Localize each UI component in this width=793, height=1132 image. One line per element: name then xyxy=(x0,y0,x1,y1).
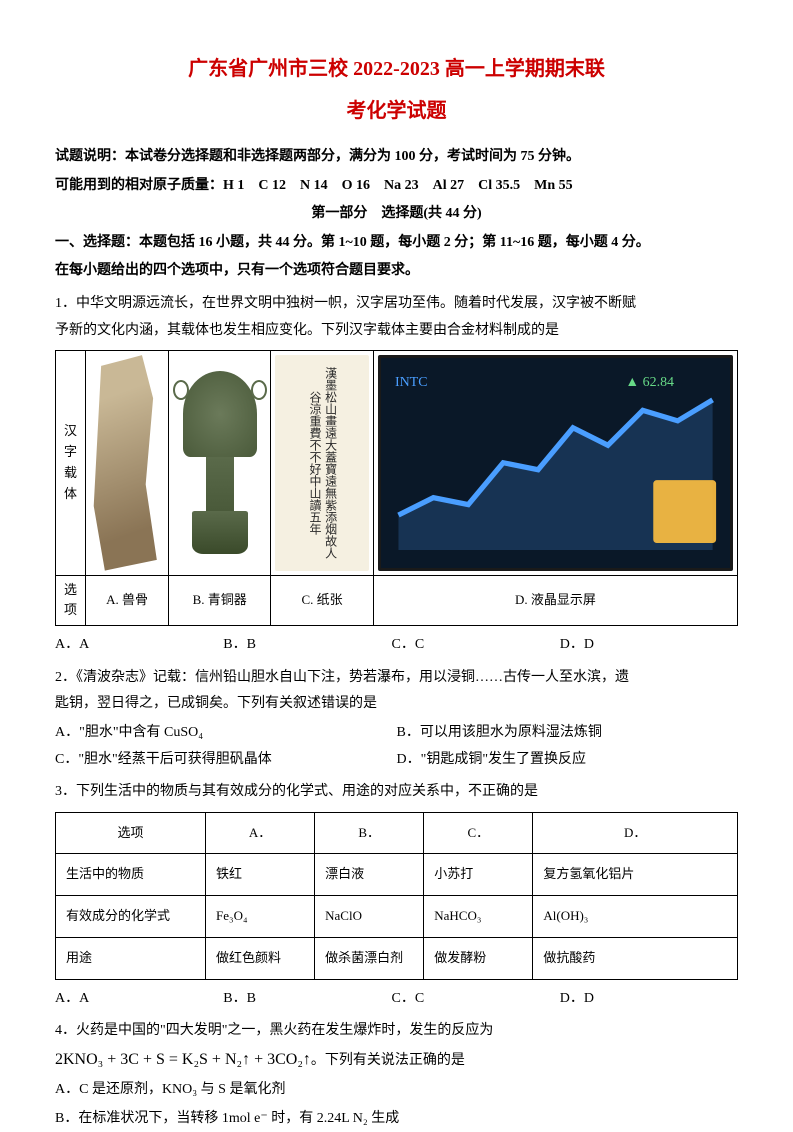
q3-ans-b: B．B xyxy=(223,986,391,1013)
q1-img-lcd: INTC ▲ 62.84 xyxy=(373,351,737,575)
q1-opt-c: C. 纸张 xyxy=(271,575,374,626)
q1-img-bronze xyxy=(169,351,271,575)
q2-opt-a: A．"胆水"中含有 CuSO₄ xyxy=(55,720,397,747)
q2-opt-d: D．"钥匙成铜"发生了置换反应 xyxy=(397,747,739,774)
exam-instruction: 试题说明：本试卷分选择题和非选择题两部分，满分为 100 分，考试时间为 75 … xyxy=(55,144,738,171)
q1-table: 汉字载体 漢墨松山畫遠大蓋寶遠無紫添烟故人谷涼重費不不好中山讀五年 xyxy=(55,350,738,626)
q3-r1a: 铁红 xyxy=(206,854,315,896)
q3-r3b: 做杀菌漂白剂 xyxy=(315,937,424,979)
q3-r1h: 生活中的物质 xyxy=(56,854,206,896)
q1-text-l2: 予新的文化内涵，其载体也发生相应变化。下列汉字载体主要由合金材料制成的是 xyxy=(55,318,738,345)
q3-r1c: 小苏打 xyxy=(424,854,533,896)
q1-answers: A．A B．B C．C D．D xyxy=(55,632,738,659)
q2-options: A．"胆水"中含有 CuSO₄ B．可以用该胆水为原料湿法炼铜 C．"胆水"经蒸… xyxy=(55,720,738,773)
svg-text:INTC: INTC xyxy=(395,375,428,390)
q3-hb: B． xyxy=(315,812,424,854)
q3-h0: 选项 xyxy=(56,812,206,854)
title-line-2: 考化学试题 xyxy=(55,92,738,130)
calligraphy-icon: 漢墨松山畫遠大蓋寶遠無紫添烟故人谷涼重費不不好中山讀五年 xyxy=(275,355,369,570)
q3-r2c: NaHCO₃ xyxy=(424,896,533,938)
q3-text: 3．下列生活中的物质与其有效成分的化学式、用途的对应关系中，不正确的是 xyxy=(55,779,738,806)
q3-hd: D． xyxy=(533,812,738,854)
question-4: 4．火药是中国的"四大发明"之一，黑火药在发生爆炸时，发生的反应为 2KNO₃ … xyxy=(55,1018,738,1132)
part-1-instruction-l2: 在每小题给出的四个选项中，只有一个选项符合题目要求。 xyxy=(55,258,738,285)
title-line-1: 广东省广州市三校 2022-2023 高一上学期期末联 xyxy=(55,50,738,88)
q3-answers: A．A B．B C．C D．D xyxy=(55,986,738,1013)
q3-table: 选项 A． B． C． D． 生活中的物质 铁红 漂白液 小苏打 复方氢氧化铝片… xyxy=(55,812,738,980)
q4-opt-a: A．C 是还原剂，KNO₃ 与 S 是氧化剂 xyxy=(55,1077,738,1104)
q4-eq-suffix: 。下列有关说法正确的是 xyxy=(311,1053,465,1068)
q2-text-l2: 匙钥，翌日得之，已成铜矣。下列有关叙述错误的是 xyxy=(55,691,738,718)
question-1: 1．中华文明源远流长，在世界文明中独树一帜，汉字居功至伟。随着时代发展，汉字被不… xyxy=(55,291,738,659)
bone-icon xyxy=(90,355,164,570)
q1-ans-a: A．A xyxy=(55,632,223,659)
q2-opt-b: B．可以用该胆水为原料湿法炼铜 xyxy=(397,720,739,747)
q1-img-paper: 漢墨松山畫遠大蓋寶遠無紫添烟故人谷涼重費不不好中山讀五年 xyxy=(271,351,374,575)
q3-r2a: Fe₃O₄ xyxy=(206,896,315,938)
q1-row-header-2: 选项 xyxy=(56,575,86,626)
q4-opt-b: B．在标准状况下，当转移 1mol e⁻ 时，有 2.24L N₂ 生成 xyxy=(55,1106,738,1132)
q1-ans-b: B．B xyxy=(223,632,391,659)
q1-opt-b: B. 青铜器 xyxy=(169,575,271,626)
q4-equation: 2KNO₃ + 3C + S = K₂S + N₂↑ + 3CO₂↑。下列有关说… xyxy=(55,1045,738,1075)
q3-r2h: 有效成分的化学式 xyxy=(56,896,206,938)
q4-eq-formula: 2KNO₃ + 3C + S = K₂S + N₂↑ + 3CO₂↑ xyxy=(55,1051,311,1068)
q3-ans-c: C．C xyxy=(392,986,560,1013)
q3-ha: A． xyxy=(206,812,315,854)
svg-text:▲ 62.84: ▲ 62.84 xyxy=(625,375,674,390)
bronze-icon xyxy=(173,355,266,570)
q3-ans-d: D．D xyxy=(560,986,728,1013)
q1-ans-d: D．D xyxy=(560,632,728,659)
atomic-masses: 可能用到的相对原子质量：H 1 C 12 N 14 O 16 Na 23 Al … xyxy=(55,173,738,200)
q1-opt-a: A. 兽骨 xyxy=(86,575,169,626)
q3-r1b: 漂白液 xyxy=(315,854,424,896)
section-1-header: 第一部分 选择题(共 44 分) xyxy=(55,201,738,228)
q1-img-bone xyxy=(86,351,169,575)
q3-r3a: 做红色颜料 xyxy=(206,937,315,979)
q4-text: 4．火药是中国的"四大发明"之一，黑火药在发生爆炸时，发生的反应为 xyxy=(55,1018,738,1045)
q3-r3d: 做抗酸药 xyxy=(533,937,738,979)
q3-r2b: NaClO xyxy=(315,896,424,938)
q3-hc: C． xyxy=(424,812,533,854)
q1-text-l1: 1．中华文明源远流长，在世界文明中独树一帜，汉字居功至伟。随着时代发展，汉字被不… xyxy=(55,291,738,318)
q3-r2d: Al(OH)₃ xyxy=(533,896,738,938)
q3-r3c: 做发酵粉 xyxy=(424,937,533,979)
q2-text-l1: 2．《清波杂志》记载：信州铅山胆水自山下注，势若瀑布，用以浸铜……古传一人至水滨… xyxy=(55,665,738,692)
lcd-icon: INTC ▲ 62.84 xyxy=(378,355,733,570)
question-3: 3．下列生活中的物质与其有效成分的化学式、用途的对应关系中，不正确的是 选项 A… xyxy=(55,779,738,1012)
q3-ans-a: A．A xyxy=(55,986,223,1013)
part-1-instruction-l1: 一、选择题：本题包括 16 小题，共 44 分。第 1~10 题，每小题 2 分… xyxy=(55,230,738,257)
q3-r1d: 复方氢氧化铝片 xyxy=(533,854,738,896)
q3-r3h: 用途 xyxy=(56,937,206,979)
q1-ans-c: C．C xyxy=(392,632,560,659)
q1-opt-d: D. 液晶显示屏 xyxy=(373,575,737,626)
q2-opt-c: C．"胆水"经蒸干后可获得胆矾晶体 xyxy=(55,747,397,774)
q1-row-header-1: 汉字载体 xyxy=(56,351,86,575)
question-2: 2．《清波杂志》记载：信州铅山胆水自山下注，势若瀑布，用以浸铜……古传一人至水滨… xyxy=(55,665,738,773)
